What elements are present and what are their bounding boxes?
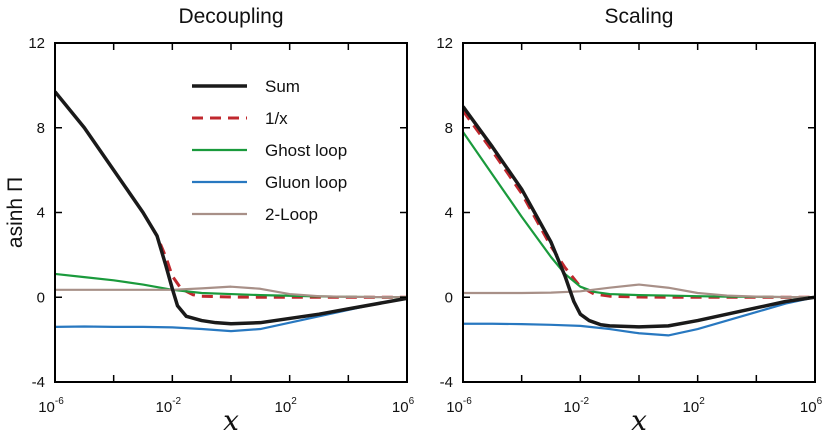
series-line-1-x xyxy=(141,211,407,299)
y-tick-label: -4 xyxy=(440,374,453,391)
y-tick-label: 0 xyxy=(37,289,45,306)
x-tick-base: 10 xyxy=(38,399,55,416)
legend: Sum 1/x Ghost loop Gluon loop 2-Loop xyxy=(192,77,347,224)
series-line-2-loop xyxy=(55,285,407,299)
series-group xyxy=(463,105,815,337)
x-tick-label: 106 xyxy=(392,396,415,416)
legend-label: 2-Loop xyxy=(265,205,318,224)
series-line-sum xyxy=(55,90,407,326)
y-tick-label: 12 xyxy=(436,35,453,52)
x-tick-label: 10-2 xyxy=(564,396,590,416)
x-tick-exponent: -6 xyxy=(55,396,64,407)
x-tick-base: 10 xyxy=(564,399,581,416)
x-tick-label: 102 xyxy=(275,396,298,416)
series-line-2-loop xyxy=(463,283,815,299)
x-tick-exponent: -6 xyxy=(463,396,472,407)
series-group xyxy=(55,90,407,333)
x-axis-label: x xyxy=(223,404,239,435)
y-tick-label: 0 xyxy=(445,289,453,306)
x-tick-label: 10-6 xyxy=(446,396,472,416)
x-tick-exponent: 2 xyxy=(291,396,297,407)
series-line-gluon-loop xyxy=(463,296,815,337)
x-tick-base: 10 xyxy=(392,399,409,416)
x-tick-base: 10 xyxy=(683,399,700,416)
x-tick-label: 10-2 xyxy=(156,396,182,416)
x-axis-label: x xyxy=(631,404,647,435)
panel-title: Scaling xyxy=(605,5,674,28)
y-tick-label: 12 xyxy=(28,35,45,52)
x-tick-exponent: 6 xyxy=(817,396,823,407)
x-tick-label: 102 xyxy=(683,396,706,416)
x-tick-label: 10-6 xyxy=(38,396,64,416)
panel-title: Decoupling xyxy=(178,5,283,28)
y-tick-label: -4 xyxy=(32,374,45,391)
x-tick-base: 10 xyxy=(446,399,463,416)
y-tick-label: 8 xyxy=(445,120,453,137)
x-tick-base: 10 xyxy=(156,399,173,416)
legend-label: 1/x xyxy=(265,109,288,128)
series-line-gluon-loop xyxy=(55,297,407,333)
legend-label: Sum xyxy=(265,77,300,96)
series-line-ghost-loop xyxy=(463,131,815,299)
axes-frame xyxy=(462,42,816,383)
x-tick-label: 106 xyxy=(800,396,823,416)
series-line-sum xyxy=(463,105,815,329)
y-tick-label: 4 xyxy=(445,205,453,222)
legend-label: Gluon loop xyxy=(265,173,347,192)
series-line-1-x xyxy=(463,109,815,299)
x-tick-exponent: -2 xyxy=(580,396,589,407)
y-axis-label: asinh Π xyxy=(4,177,27,248)
x-tick-exponent: -2 xyxy=(172,396,181,407)
x-tick-exponent: 2 xyxy=(699,396,705,407)
y-tick-label: 8 xyxy=(37,120,45,137)
x-tick-base: 10 xyxy=(800,399,817,416)
legend-label: Ghost loop xyxy=(265,141,347,160)
y-tick-label: 4 xyxy=(37,205,45,222)
x-tick-exponent: 6 xyxy=(409,396,415,407)
x-tick-base: 10 xyxy=(275,399,292,416)
